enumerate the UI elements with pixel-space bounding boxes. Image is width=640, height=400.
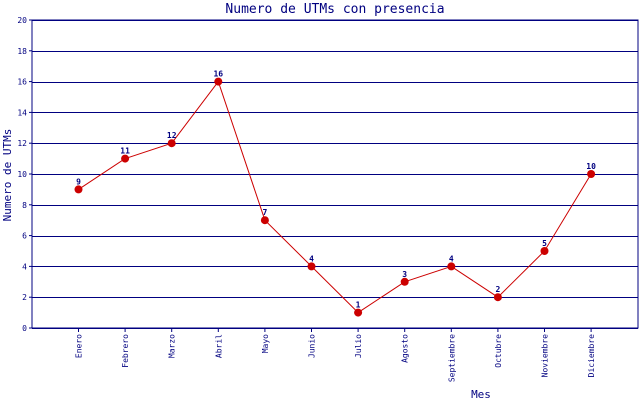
x-tick-label: Marzo xyxy=(168,334,177,358)
data-label: 11 xyxy=(120,147,130,156)
x-tick-label: Abril xyxy=(214,334,223,358)
data-label: 2 xyxy=(495,285,500,294)
x-tick-label: Septiembre xyxy=(447,334,456,382)
x-axis-label: Mes xyxy=(471,388,491,400)
data-label: 7 xyxy=(262,208,267,217)
data-point xyxy=(260,216,269,225)
series-line xyxy=(78,80,592,314)
y-axis-ticks: 0 2 4 6 8 10 12 14 16 18 20 xyxy=(17,16,32,333)
x-tick-label: Julio xyxy=(354,334,363,358)
series-polyline xyxy=(78,80,592,314)
y-tick-label: 18 xyxy=(17,47,27,56)
y-tick-label: 2 xyxy=(22,293,27,302)
x-tick-label: Febrero xyxy=(121,334,130,368)
data-point xyxy=(121,154,130,163)
y-tick-label: 0 xyxy=(22,324,27,333)
data-points xyxy=(74,77,596,317)
data-point xyxy=(214,77,223,86)
data-label: 4 xyxy=(309,254,314,263)
y-tick-label: 6 xyxy=(22,232,27,241)
y-tick-label: 16 xyxy=(17,78,27,87)
data-label: 1 xyxy=(356,301,361,310)
y-tick-label: 4 xyxy=(22,262,27,271)
gridlines xyxy=(31,19,639,329)
data-point xyxy=(493,293,502,302)
x-axis-ticks: Enero Febrero Marzo Abril Mayo Junio Julio Agos… xyxy=(75,328,596,382)
y-tick-label: 12 xyxy=(17,139,27,148)
x-tick-label: Mayo xyxy=(261,334,270,353)
data-label: 4 xyxy=(449,254,454,263)
data-label: 10 xyxy=(586,162,596,171)
data-label: 16 xyxy=(213,70,223,79)
x-tick-label: Junio xyxy=(308,334,317,358)
x-tick-label: Agosto xyxy=(401,334,410,363)
x-tick-label: Octubre xyxy=(494,334,503,368)
y-tick-label: 8 xyxy=(22,201,27,210)
data-point xyxy=(540,247,549,255)
data-point xyxy=(307,262,316,271)
data-label: 12 xyxy=(167,131,177,140)
y-tick-label: 20 xyxy=(17,16,27,25)
y-tick-label: 10 xyxy=(17,170,27,179)
x-tick-label: Enero xyxy=(75,334,84,358)
data-point xyxy=(587,170,596,178)
data-point xyxy=(167,139,176,148)
data-point xyxy=(447,262,456,271)
data-point xyxy=(400,277,409,286)
data-label: 3 xyxy=(402,270,407,279)
data-labels: 9 11 12 16 7 4 1 3 4 2 5 10 xyxy=(76,70,596,310)
data-point xyxy=(354,308,363,317)
data-point xyxy=(74,185,83,194)
y-tick-label: 14 xyxy=(17,108,27,117)
data-label: 9 xyxy=(76,177,81,186)
x-tick-label: Diciembre xyxy=(587,334,596,378)
x-tick-label: Noviembre xyxy=(541,334,550,378)
data-label: 5 xyxy=(542,239,547,248)
y-axis-label: Numero de UTMs xyxy=(1,129,14,222)
chart-title: Numero de UTMs con presencia xyxy=(225,2,444,17)
